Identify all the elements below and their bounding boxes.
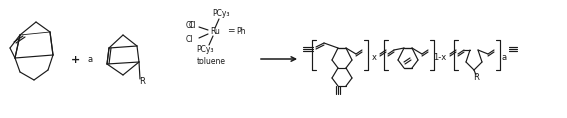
Text: R: R	[473, 74, 479, 82]
Text: =: =	[227, 27, 235, 36]
Text: 1-x: 1-x	[433, 53, 447, 63]
Text: Cl: Cl	[188, 21, 196, 30]
Text: Ru: Ru	[210, 27, 220, 36]
Text: Cl: Cl	[185, 34, 193, 44]
Text: R: R	[139, 78, 145, 86]
Text: a: a	[87, 55, 92, 65]
Text: Cl: Cl	[185, 21, 193, 30]
Text: Ph: Ph	[236, 27, 246, 36]
Text: PCy₃: PCy₃	[212, 10, 230, 19]
Text: toluene: toluene	[197, 57, 226, 67]
Text: a: a	[501, 53, 506, 63]
Text: x: x	[371, 53, 376, 63]
Text: PCy₃: PCy₃	[196, 44, 214, 53]
Text: +: +	[71, 55, 81, 65]
